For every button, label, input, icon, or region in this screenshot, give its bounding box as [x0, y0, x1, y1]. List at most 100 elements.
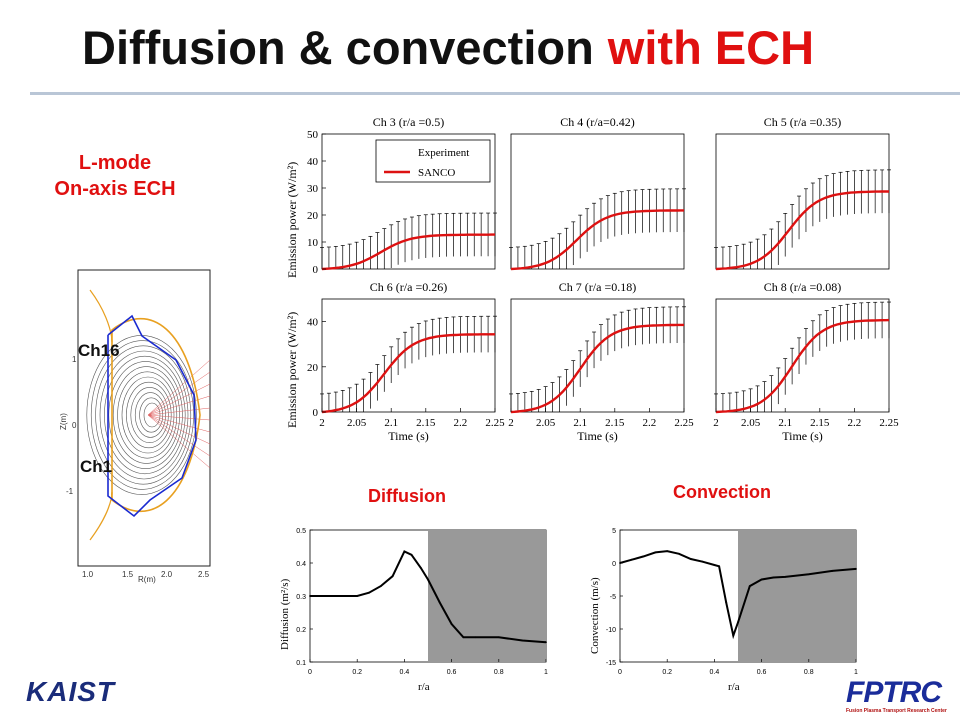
- xtick-label: 0.4: [400, 669, 410, 676]
- panel-frame: [715, 298, 890, 413]
- diffusion-label: Diffusion: [368, 486, 446, 506]
- xaxis-label: Time (s): [577, 429, 618, 443]
- eq-xtick-1: 1.0: [82, 570, 94, 579]
- profile-point: [784, 575, 787, 578]
- ytick-label: 0.4: [296, 561, 306, 568]
- eq-xlabel: R(m): [138, 575, 156, 584]
- xtick-label: 1: [544, 669, 548, 676]
- panel-title: Ch 6 (r/a =0.26): [370, 280, 447, 294]
- xtick-label: 2.2: [848, 417, 862, 429]
- legend-box: [375, 139, 491, 183]
- flux-surface: [130, 387, 169, 443]
- legend-experiment: Experiment: [418, 147, 469, 159]
- ytick-label: 0.2: [296, 627, 306, 634]
- eq-ylabel: Z(m): [59, 413, 68, 430]
- ytick-label: 20: [307, 362, 319, 374]
- flux-surface: [134, 392, 166, 438]
- profile-point: [521, 639, 524, 642]
- xtick-label: 2.25: [879, 417, 899, 429]
- ytick-label: -10: [606, 627, 616, 634]
- ytick-label: -15: [606, 660, 616, 667]
- ytick-label: 30: [307, 183, 319, 195]
- chart-frame: [309, 529, 547, 663]
- divertor-leg-bottom: [89, 491, 113, 541]
- shaded-region: [428, 530, 546, 662]
- profile-point: [737, 621, 739, 624]
- profile-point: [666, 550, 669, 553]
- sightline: [147, 414, 211, 457]
- eq-xtick-3: 2.0: [161, 570, 173, 579]
- flux-surface: [126, 381, 172, 449]
- divertor-leg-top: [89, 289, 113, 343]
- sanco-line: [715, 318, 890, 414]
- profile-point: [713, 564, 716, 566]
- flux-surface: [143, 402, 161, 428]
- profile-line: [310, 550, 547, 644]
- xtick-label: 2.15: [810, 417, 830, 429]
- sightline: [147, 414, 211, 469]
- profile-point: [725, 601, 728, 604]
- xtick-label: 0.8: [804, 669, 814, 676]
- xaxis-label: Time (s): [388, 429, 429, 443]
- xtick-label: 0.2: [352, 669, 362, 676]
- flux-surface: [86, 335, 197, 495]
- xtick-label: 2.05: [347, 417, 367, 429]
- ytick-label: 0: [612, 561, 616, 568]
- profile-point: [642, 555, 645, 558]
- profile-point: [772, 576, 775, 579]
- profile-point: [619, 562, 621, 564]
- convection-ylabel: Convection (m/s): [589, 577, 601, 654]
- convection-xlabel: r/a: [728, 681, 740, 693]
- title-accent: with ECH: [607, 21, 815, 74]
- profile-point: [654, 551, 657, 554]
- xtick-label: 2.1: [384, 417, 398, 429]
- panel-title: Ch 5 (r/a =0.35): [764, 115, 841, 129]
- flux-surface: [95, 345, 192, 485]
- xtick-label: 2: [319, 417, 325, 429]
- emission-panel-1: Ch 3 (r/a =0.5) 0 10 20 30 40 50: [307, 115, 497, 276]
- profile-point: [450, 623, 453, 625]
- profile-point: [462, 636, 465, 639]
- sightline: [147, 407, 211, 416]
- sightline: [147, 395, 211, 416]
- sightline: [147, 414, 211, 445]
- xtick-label: 0.8: [494, 669, 504, 676]
- sightline: [147, 414, 211, 421]
- ytick-label: 40: [307, 317, 319, 329]
- channel-1-label: Ch1: [80, 457, 112, 476]
- xtick-label: 0.4: [710, 669, 720, 676]
- xtick-label: 2.2: [643, 417, 657, 429]
- xtick-label: 0.6: [447, 669, 457, 676]
- ytick-label: 5: [612, 528, 616, 535]
- fptrc-subtitle: Fusion Plasma Transport Research Center: [846, 708, 947, 714]
- xtick-label: 2.1: [778, 417, 792, 429]
- profile-point: [420, 567, 422, 569]
- xtick-label: 0.6: [757, 669, 767, 676]
- flux-surface: [121, 376, 175, 454]
- profile-point: [410, 553, 413, 556]
- profile-point: [332, 595, 335, 597]
- ytick-label: 20: [307, 210, 319, 222]
- xtick-label: 1: [854, 669, 858, 676]
- profile-point: [630, 558, 633, 561]
- xtick-label: 0: [308, 669, 312, 676]
- legend-sanco: SANCO: [418, 167, 455, 179]
- diffusion-xlabel: r/a: [418, 681, 430, 693]
- profile-point: [379, 585, 382, 587]
- fptrc-logo: FPTRC: [846, 676, 942, 709]
- profile-point: [403, 550, 406, 553]
- profile-point: [474, 636, 477, 639]
- profile-point: [427, 578, 429, 581]
- sightline: [147, 371, 211, 416]
- profile-point: [760, 578, 763, 581]
- condition-line2: On-axis ECH: [54, 178, 176, 200]
- shaded-region: [738, 530, 856, 662]
- diffusion-ylabel: Diffusion (m²/s): [279, 578, 291, 650]
- ytick-label: -5: [610, 594, 616, 601]
- xaxis-label: Time (s): [782, 429, 823, 443]
- flux-surface: [112, 366, 180, 464]
- eq-xtick-4: 2.5: [198, 570, 210, 579]
